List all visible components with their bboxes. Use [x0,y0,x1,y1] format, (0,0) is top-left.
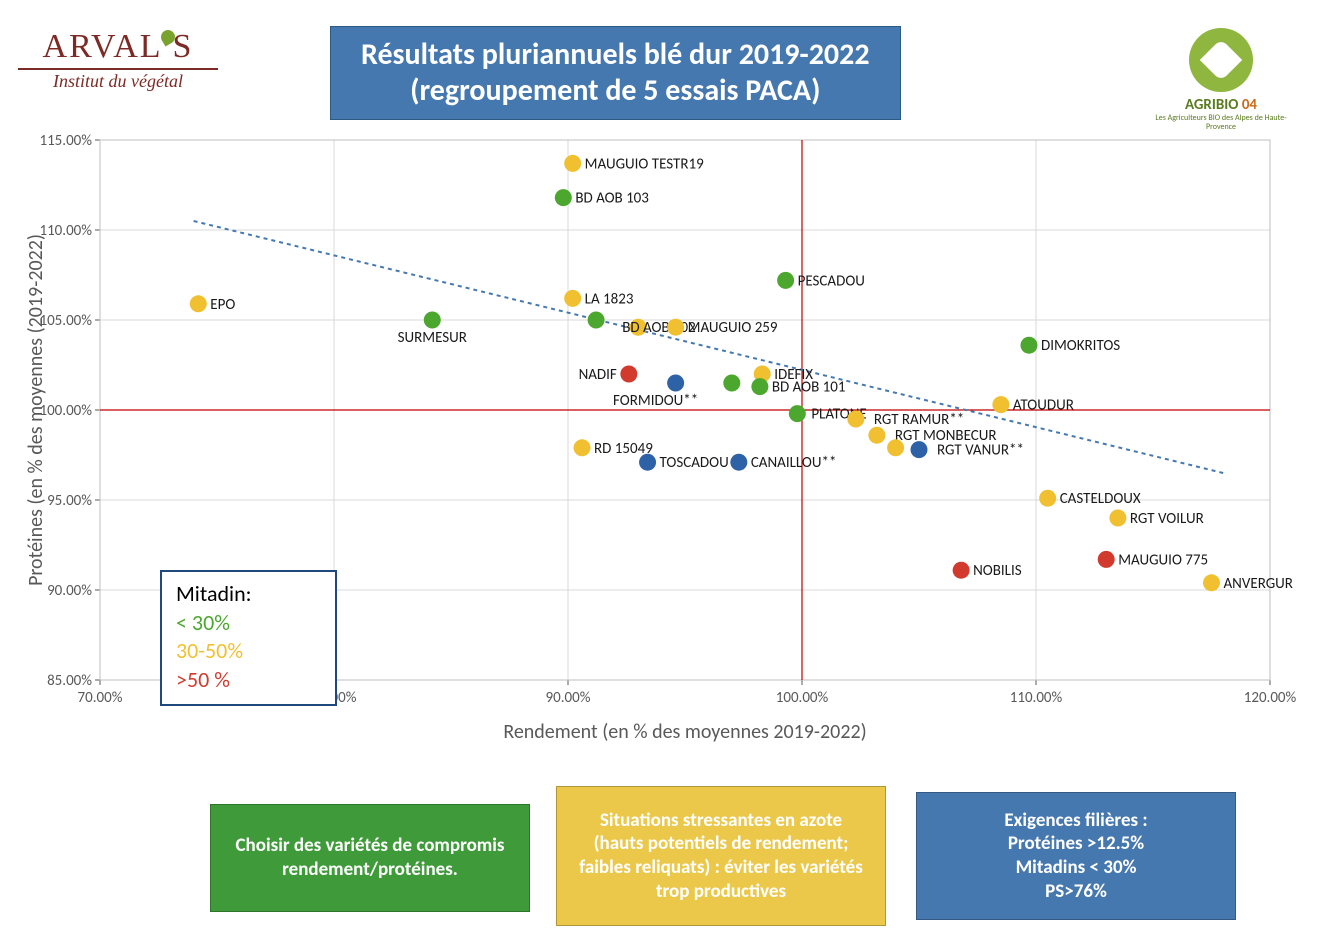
data-label: EPO [210,296,235,314]
data-point [1109,510,1126,527]
data-point [555,189,572,206]
data-point [588,312,605,329]
svg-text:100.00%: 100.00% [776,689,829,707]
data-label: DIMOKRITOS [1041,337,1120,355]
svg-text:120.00%: 120.00% [1244,689,1297,707]
data-point [730,454,747,471]
data-point [667,375,684,392]
title-line1: Résultats pluriannuels blé dur 2019-2022 [361,37,870,73]
data-label: MAUGUIO 259 [688,319,778,337]
svg-text:95.00%: 95.00% [47,492,92,510]
data-point [1203,574,1220,591]
mitadin-cat-high: >50 % [176,666,321,695]
title-line2: (regroupement de 5 essais PACA) [361,73,870,109]
data-point [789,405,806,422]
data-label: RGT VOILUR [1130,510,1204,528]
mitadin-cat-low: < 30% [176,609,321,638]
data-label: FORMIDOU** [613,392,698,410]
data-point [1098,551,1115,568]
data-point [911,441,928,458]
data-point [723,375,740,392]
data-label: TOSCADOU [660,454,729,472]
x-axis-title: Rendement (en % des moyennes 2019-2022) [503,720,866,744]
data-point [564,290,581,307]
data-point [868,427,885,444]
svg-text:90.00%: 90.00% [546,689,591,707]
data-point [639,454,656,471]
agribio-logo: AGRIBIO 04 Les Agriculteurs BIO des Alpe… [1146,28,1296,132]
data-point [1039,490,1056,507]
arvalis-subtitle: Institut du végétal [18,68,218,90]
data-point [620,366,637,383]
data-label: ANVERGUR [1224,575,1293,593]
data-point [190,295,207,312]
svg-text:90.00%: 90.00% [47,582,92,600]
advice-box-1: Situations stressantes en azote (hauts p… [556,786,886,926]
data-point [992,396,1009,413]
agribio-tagline: Les Agriculteurs BIO des Alpes de Haute-… [1146,114,1296,132]
data-label: SURMESUR [398,329,467,347]
data-point [777,272,794,289]
data-label: ATOUDUR [1013,397,1074,415]
data-point [847,411,864,428]
agribio-name: AGRIBIO 04 [1146,96,1296,114]
advice-box-0: Choisir des variétés de compromis rendem… [210,804,530,912]
y-axis-title: Protéines (en % des moyennes (2019-2022) [24,234,48,586]
data-point [1020,337,1037,354]
arvalis-logo: ARVALS Institut du végétal [18,30,218,90]
mitadin-header: Mitadin: [176,580,321,609]
data-label: PESCADOU [798,272,865,290]
data-label: NOBILIS [973,562,1022,580]
data-point [953,562,970,579]
data-label: RGT VANUR** [937,442,1024,460]
data-label: MAUGUIO TESTR19 [585,155,704,173]
mitadin-legend: Mitadin: < 30% 30-50% >50 % [160,570,337,706]
data-label: BD AOB 103 [575,190,649,208]
mitadin-cat-mid: 30-50% [176,637,321,666]
data-label: MAUGUIO 775 [1118,551,1208,569]
data-label: LA 1823 [585,290,634,308]
data-label: BD AOB 102 [622,319,696,337]
advice-box-2: Exigences filières : Protéines >12.5% Mi… [916,792,1236,920]
data-label: CASTELDOUX [1060,490,1141,508]
data-label: CANAILLOU** [751,454,837,472]
data-label: NADIF [579,366,617,384]
data-point [751,378,768,395]
data-point [667,319,684,336]
arvalis-wordmark: ARVALS [18,30,218,64]
data-point [574,439,591,456]
data-point [564,155,581,172]
agribio-leaf-icon [1189,28,1253,92]
svg-text:115.00%: 115.00% [39,132,92,150]
data-label: BD AOB 101 [772,379,846,397]
svg-text:70.00%: 70.00% [78,689,123,707]
svg-text:110.00%: 110.00% [1010,689,1063,707]
data-point [424,312,441,329]
data-point [887,439,904,456]
slide-title: Résultats pluriannuels blé dur 2019-2022… [330,26,901,120]
svg-text:85.00%: 85.00% [47,672,92,690]
